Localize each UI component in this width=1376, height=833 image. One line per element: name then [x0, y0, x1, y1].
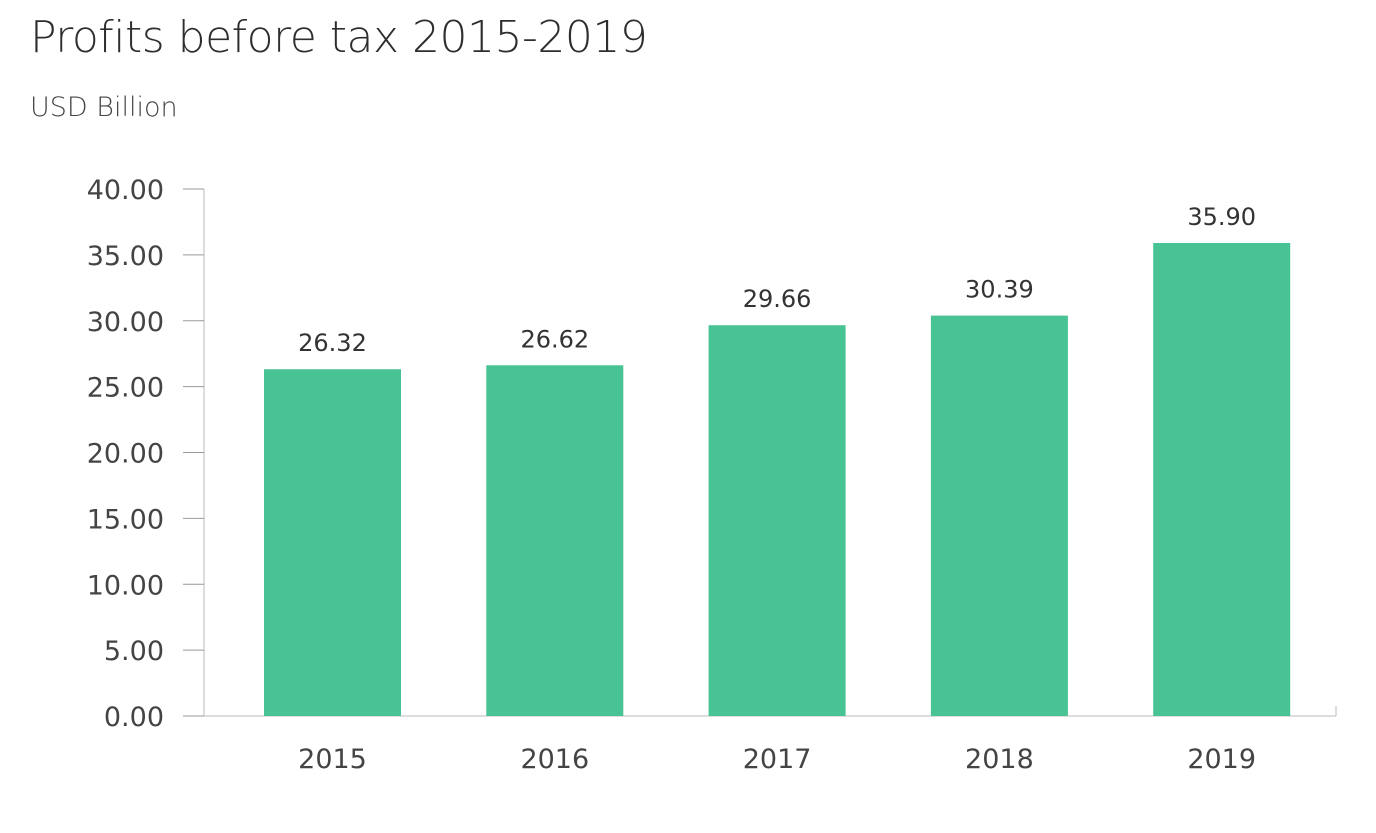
- bar-2019: [1153, 243, 1291, 716]
- x-tick-label: 2015: [298, 744, 367, 775]
- y-tick-label: 35.00: [87, 241, 164, 272]
- bar-2018: [930, 315, 1068, 716]
- y-tick-label: 5.00: [104, 636, 164, 667]
- y-tick-label: 10.00: [87, 570, 164, 601]
- x-tick-label: 2017: [743, 744, 812, 775]
- y-tick-label: 40.00: [87, 175, 164, 206]
- x-tick-label: 2019: [1187, 744, 1256, 775]
- bar-2017: [708, 325, 846, 716]
- data-label: 30.39: [965, 276, 1034, 304]
- y-tick-label: 30.00: [87, 307, 164, 338]
- data-label: 26.62: [520, 325, 589, 353]
- bar-2016: [486, 365, 624, 716]
- y-tick-label: 0.00: [104, 702, 164, 733]
- data-label: 26.32: [298, 329, 367, 357]
- y-tick-label: 25.00: [87, 373, 164, 404]
- x-tick-label: 2018: [965, 744, 1034, 775]
- data-label: 35.90: [1187, 203, 1256, 231]
- y-tick-label: 15.00: [87, 504, 164, 535]
- bar-2015: [264, 369, 401, 716]
- data-label: 29.66: [743, 285, 812, 313]
- y-tick-label: 20.00: [87, 439, 164, 470]
- chart-subtitle: USD Billion: [30, 92, 178, 123]
- chart-title: Profits before tax 2015-2019: [30, 12, 648, 63]
- x-tick-label: 2016: [520, 744, 589, 775]
